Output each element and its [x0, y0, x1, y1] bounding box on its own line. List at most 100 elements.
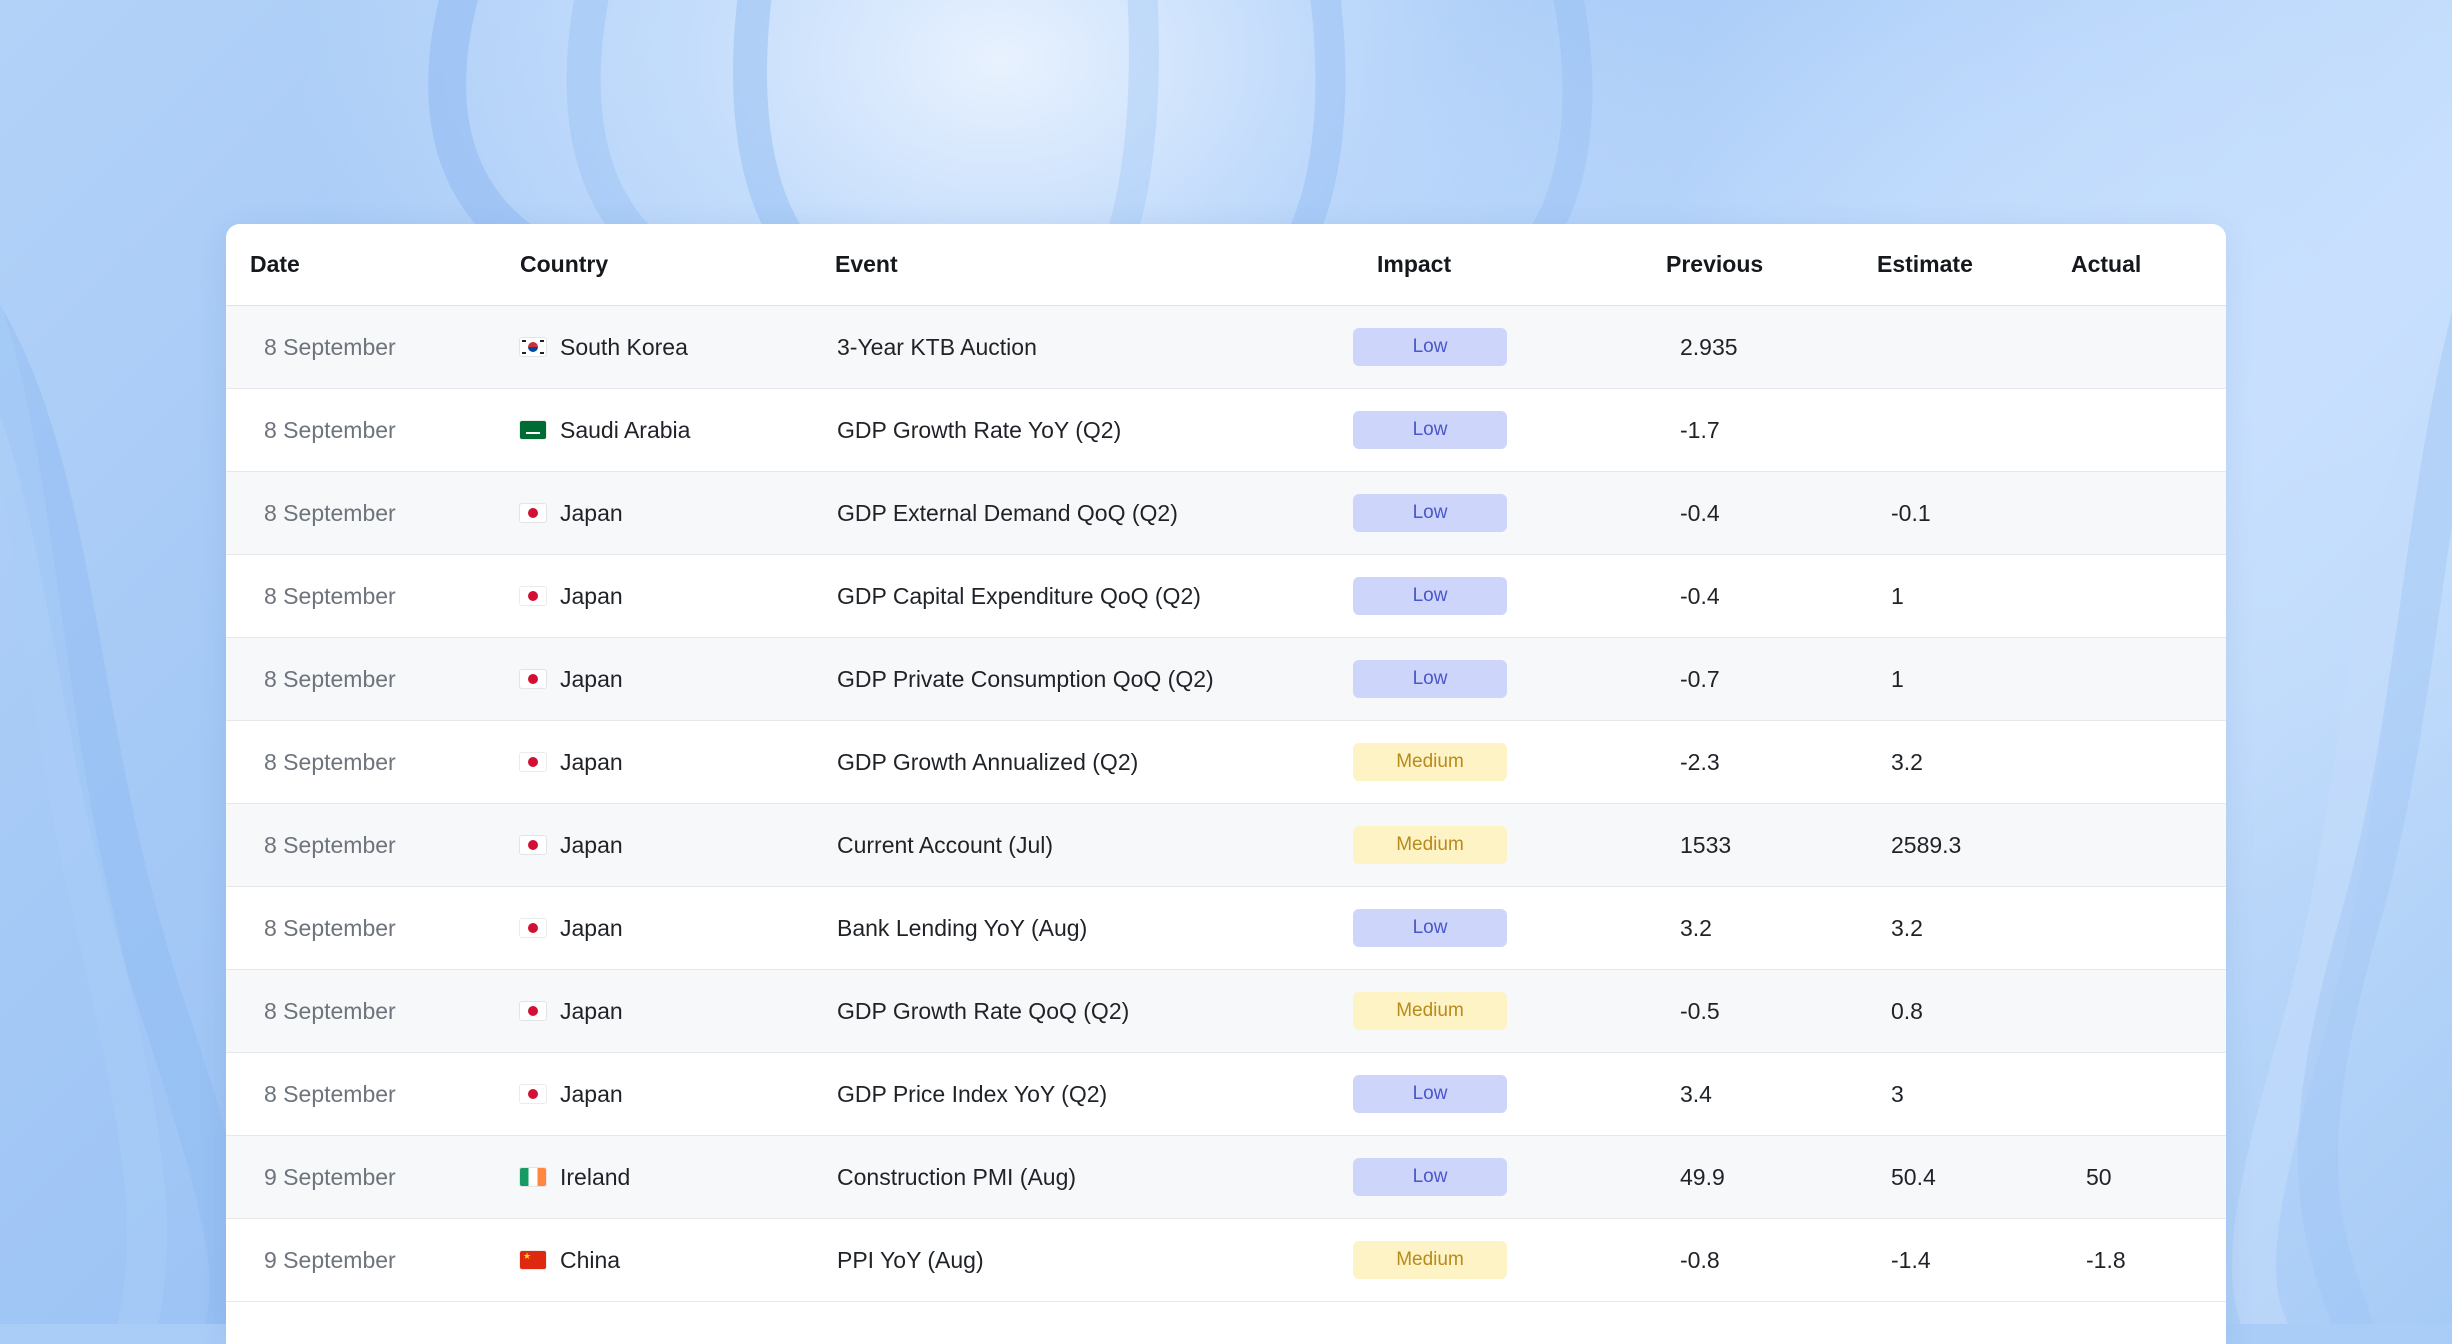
- flag-jp-icon: [520, 836, 546, 854]
- row-previous: -0.4: [1680, 499, 1720, 526]
- row-previous: -0.5: [1680, 997, 1720, 1024]
- row-country-name: Japan: [560, 665, 623, 692]
- row-previous: 3.4: [1680, 1080, 1712, 1107]
- impact-badge: Low: [1353, 328, 1507, 366]
- flag-jp-icon: [520, 1085, 546, 1103]
- row-country: Japan: [520, 804, 623, 886]
- column-header-previous[interactable]: Previous: [1666, 251, 1764, 277]
- row-country: Japan: [520, 1053, 623, 1135]
- table-row[interactable]: 8 September Japan Current Account (Jul) Med…: [226, 804, 2226, 887]
- table-row[interactable]: 8 September Saudi Arabia GDP Growth Rate Y…: [226, 389, 2226, 472]
- row-event: GDP Capital Expenditure QoQ (Q2): [837, 582, 1201, 609]
- row-country-name: Ireland: [560, 1163, 631, 1190]
- row-date: 8 September: [264, 582, 396, 609]
- flag-ie-icon: [520, 1168, 546, 1186]
- impact-badge: Medium: [1353, 743, 1507, 781]
- impact-badge: Low: [1353, 1158, 1507, 1196]
- table-row[interactable]: 8 September Japan Bank Lending YoY (Aug) Lo…: [226, 887, 2226, 970]
- table-row[interactable]: 8 September Japan GDP Price Index YoY (Q2)…: [226, 1053, 2226, 1136]
- row-previous: 2.935: [1680, 333, 1738, 360]
- row-date: 8 September: [264, 1080, 396, 1107]
- column-header-country[interactable]: Country: [520, 251, 609, 277]
- flag-jp-icon: [520, 753, 546, 771]
- row-country: Japan: [520, 555, 623, 637]
- row-estimate: 1: [1891, 582, 1904, 609]
- row-impact: Medium: [1353, 1219, 1507, 1301]
- row-country: Japan: [520, 638, 623, 720]
- row-country-name: Japan: [560, 499, 623, 526]
- column-header-actual[interactable]: Actual: [2071, 251, 2142, 277]
- row-country: Japan: [520, 721, 623, 803]
- row-estimate: 1: [1891, 665, 1904, 692]
- row-country: China: [520, 1219, 620, 1301]
- row-country: Japan: [520, 970, 623, 1052]
- row-estimate: 0.8: [1891, 997, 1923, 1024]
- row-event: Bank Lending YoY (Aug): [837, 914, 1088, 941]
- row-impact: Low: [1353, 1136, 1507, 1218]
- row-country-name: China: [560, 1246, 621, 1273]
- row-previous: -0.8: [1680, 1246, 1720, 1273]
- flag-jp-icon: [520, 504, 546, 522]
- row-country: Japan: [520, 887, 623, 969]
- row-impact: Medium: [1353, 970, 1507, 1052]
- row-date: 8 September: [264, 499, 396, 526]
- row-date: 8 September: [264, 416, 396, 443]
- impact-badge: Low: [1353, 660, 1507, 698]
- row-estimate: 3.2: [1891, 914, 1923, 941]
- row-date: 9 September: [264, 1163, 396, 1190]
- table-row[interactable]: 8 September South Korea 3-Year KTB Auction…: [226, 306, 2226, 389]
- flag-jp-icon: [520, 670, 546, 688]
- row-date: 8 September: [264, 914, 396, 941]
- row-event: PPI YoY (Aug): [837, 1246, 984, 1273]
- row-estimate: -0.1: [1891, 499, 1931, 526]
- impact-badge: Low: [1353, 411, 1507, 449]
- table-row[interactable]: 9 September China PPI YoY (Aug) Medium -0.8 -…: [226, 1219, 2226, 1302]
- impact-badge: Medium: [1353, 1241, 1507, 1279]
- flag-sa-icon: [520, 421, 546, 439]
- row-impact: Low: [1353, 306, 1507, 388]
- row-estimate: 3.2: [1891, 748, 1923, 775]
- row-event: GDP Price Index YoY (Q2): [837, 1080, 1108, 1107]
- row-event: 3-Year KTB Auction: [837, 333, 1037, 360]
- row-event: GDP Growth Rate QoQ (Q2): [837, 997, 1130, 1024]
- table-row[interactable]: 8 September Japan GDP Capital Expenditure …: [226, 555, 2226, 638]
- impact-badge: Low: [1353, 1075, 1507, 1113]
- row-estimate: -1.4: [1891, 1246, 1931, 1273]
- economic-calendar-table: Date Country Event Impact Previous Estim…: [226, 224, 2226, 1344]
- flag-jp-icon: [520, 1002, 546, 1020]
- row-actual: -1.8: [2086, 1246, 2126, 1273]
- row-country-name: Japan: [560, 914, 623, 941]
- table-row[interactable]: 8 September Japan GDP Growth Annualized (Q…: [226, 721, 2226, 804]
- row-previous: -0.4: [1680, 582, 1720, 609]
- impact-badge: Medium: [1353, 826, 1507, 864]
- impact-badge: Medium: [1353, 992, 1507, 1030]
- table-row[interactable]: 9 September Ireland Construction PMI (Aug)…: [226, 1136, 2226, 1219]
- row-date: 8 September: [264, 748, 396, 775]
- flag-jp-icon: [520, 919, 546, 937]
- column-header-date[interactable]: Date: [250, 251, 300, 277]
- row-event: Construction PMI (Aug): [837, 1163, 1077, 1190]
- row-previous: -0.7: [1680, 665, 1720, 692]
- row-date: 8 September: [264, 665, 396, 692]
- row-previous: 1533: [1680, 831, 1732, 858]
- row-date: 8 September: [264, 997, 396, 1024]
- column-header-event[interactable]: Event: [835, 251, 898, 277]
- row-country: Japan: [520, 472, 623, 554]
- row-country-name: Japan: [560, 748, 623, 775]
- impact-badge: Low: [1353, 577, 1507, 615]
- table-row[interactable]: 8 September Japan GDP Private Consumption …: [226, 638, 2226, 721]
- row-country-name: Japan: [560, 997, 623, 1024]
- impact-badge: Low: [1353, 494, 1507, 532]
- flag-jp-icon: [520, 587, 546, 605]
- table-row[interactable]: 8 September Japan GDP Growth Rate QoQ (Q2)…: [226, 970, 2226, 1053]
- row-country: Ireland: [520, 1136, 630, 1218]
- table-row[interactable]: 8 September Japan GDP External Demand QoQ …: [226, 472, 2226, 555]
- row-event: GDP Growth Rate YoY (Q2): [837, 416, 1122, 443]
- column-header-impact[interactable]: Impact: [1377, 251, 1452, 277]
- row-country-name: Japan: [560, 831, 623, 858]
- column-header-estimate[interactable]: Estimate: [1877, 251, 1973, 277]
- row-estimate: 50.4: [1891, 1163, 1936, 1190]
- row-impact: Medium: [1353, 721, 1507, 803]
- row-impact: Low: [1353, 472, 1507, 554]
- row-country-name: Saudi Arabia: [560, 416, 691, 443]
